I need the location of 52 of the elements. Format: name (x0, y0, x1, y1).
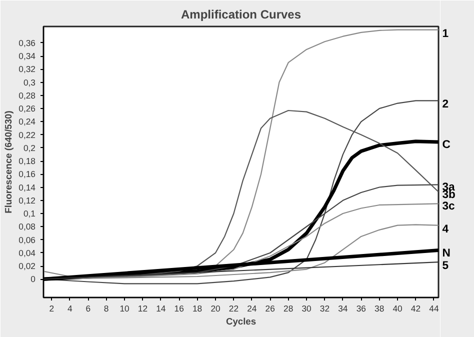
chart-title: Amplification Curves (180, 8, 302, 22)
x-tick-label: 8 (104, 304, 109, 314)
x-tick-label: 30 (302, 304, 312, 314)
y-tick-label: 0,14 (18, 182, 36, 192)
x-tick-label: 14 (156, 304, 166, 314)
series-label: 1 (442, 28, 449, 40)
y-tick-label: 0,32 (18, 64, 36, 74)
y-tick-label: 0,18 (18, 156, 36, 166)
x-tick-label: 34 (338, 304, 348, 314)
series-label: N (442, 247, 450, 260)
y-tick-label: 0,34 (18, 51, 36, 62)
x-tick-label: 32 (320, 304, 330, 314)
x-tick-label: 42 (410, 304, 421, 314)
x-tick-label: 2 (49, 304, 54, 314)
y-tick-label: 0,2 (23, 142, 36, 153)
x-tick-label: 18 (192, 304, 202, 314)
y-tick-label: 0,1 (23, 208, 36, 219)
y-axis-title: Fluorescence (640/530) (4, 110, 14, 214)
y-tick-label: 0,02 (18, 261, 36, 272)
y-tick-label: 0,22 (18, 130, 36, 140)
x-tick-label: 28 (284, 304, 294, 314)
x-tick-label: 22 (228, 304, 239, 314)
y-tick-label: 0,28 (18, 90, 36, 100)
y-tick-label: 0 (30, 274, 36, 284)
x-tick-label: 16 (174, 304, 184, 314)
x-tick-label: 44 (429, 304, 439, 314)
x-tick-label: 12 (138, 304, 148, 314)
y-tick-label: 0,08 (18, 222, 36, 232)
series-label: 5 (442, 260, 449, 272)
x-tick-label: 24 (247, 304, 257, 314)
x-tick-label: 4 (67, 304, 72, 314)
x-axis-title: Cycles (226, 316, 256, 326)
y-tick-label: 0,12 (18, 195, 36, 206)
y-tick-label: 0,26 (18, 104, 36, 114)
x-tick-label: 36 (356, 304, 366, 314)
y-tick-label: 0,36 (18, 38, 36, 48)
x-tick-label: 6 (86, 304, 91, 314)
series-label: 3b (442, 188, 456, 201)
x-tick-label: 20 (210, 304, 221, 314)
y-tick-label: 0,16 (18, 169, 36, 180)
x-tick-label: 10 (120, 304, 130, 314)
x-tick-label: 40 (392, 304, 403, 314)
y-tick-label: 0,06 (18, 234, 36, 245)
y-tick-label: 0,04 (18, 248, 36, 258)
series-label: 4 (442, 223, 450, 236)
x-tick-label: 26 (265, 304, 276, 314)
y-tick-label: 0,24 (18, 116, 36, 127)
series-label: C (442, 138, 450, 151)
series-label: 3c (442, 200, 455, 213)
y-tick-label: 0,3 (23, 77, 36, 88)
x-tick-label: 38 (374, 304, 384, 314)
series-label: 2 (442, 98, 449, 111)
